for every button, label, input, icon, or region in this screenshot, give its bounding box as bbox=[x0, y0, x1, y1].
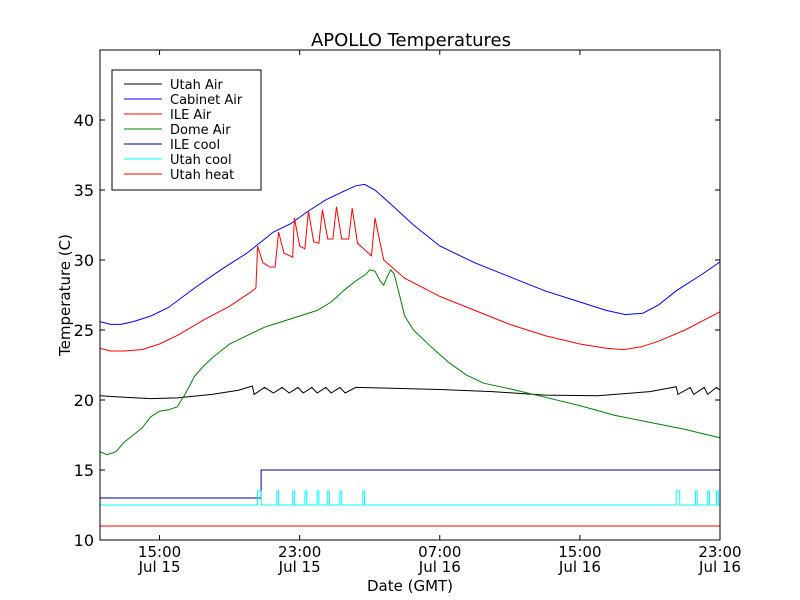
series-layer bbox=[100, 183, 720, 527]
series-line-dome-air bbox=[100, 268, 720, 456]
y-tick-label: 10 bbox=[74, 531, 94, 550]
y-tick-label: 40 bbox=[74, 111, 94, 130]
legend-label: Cabinet Air bbox=[170, 93, 243, 108]
chart-title: APOLLO Temperatures bbox=[311, 30, 511, 51]
y-tick-label: 15 bbox=[74, 461, 94, 480]
legend-box bbox=[111, 69, 262, 191]
x-tick-label-date: Jul 15 bbox=[138, 558, 181, 576]
x-tick-label-date: Jul 16 bbox=[418, 558, 461, 576]
plot-frame bbox=[99, 49, 721, 541]
x-tick-label-date: Jul 16 bbox=[698, 558, 741, 576]
x-tick-label-time: 23:00 bbox=[278, 543, 321, 561]
y-tick-label: 25 bbox=[74, 321, 94, 340]
x-tick-label-time: 15:00 bbox=[558, 543, 601, 561]
series-line-utah-air bbox=[100, 385, 720, 400]
legend-label: Utah heat bbox=[170, 168, 234, 183]
x-axis-label: Date (GMT) bbox=[367, 577, 453, 595]
y-tick-label: 20 bbox=[74, 391, 94, 410]
series-line-cabinet-air bbox=[100, 183, 720, 325]
series-line-ile-cool bbox=[100, 469, 720, 499]
legend-label: Utah Air bbox=[170, 78, 223, 93]
y-tick-label: 30 bbox=[74, 251, 94, 270]
y-axis-label: Temperature (C) bbox=[56, 234, 74, 357]
x-tick-label-time: 07:00 bbox=[418, 543, 461, 561]
y-tick-label: 35 bbox=[74, 181, 94, 200]
x-tick-label-date: Jul 15 bbox=[278, 558, 321, 576]
series-line-ile-air bbox=[100, 206, 720, 352]
legend-label: Dome Air bbox=[170, 123, 231, 138]
x-tick-label-time: 23:00 bbox=[698, 543, 741, 561]
y-axis: 10 15 20 25 30 35 40 bbox=[74, 111, 720, 550]
legend-label: ILE Air bbox=[170, 108, 212, 123]
legend-label: Utah cool bbox=[170, 153, 232, 168]
x-tick-label-date: Jul 16 bbox=[558, 558, 601, 576]
x-tick-label-time: 15:00 bbox=[138, 543, 181, 561]
legend-label: ILE cool bbox=[170, 138, 220, 153]
series-line-utah-cool bbox=[100, 490, 720, 506]
